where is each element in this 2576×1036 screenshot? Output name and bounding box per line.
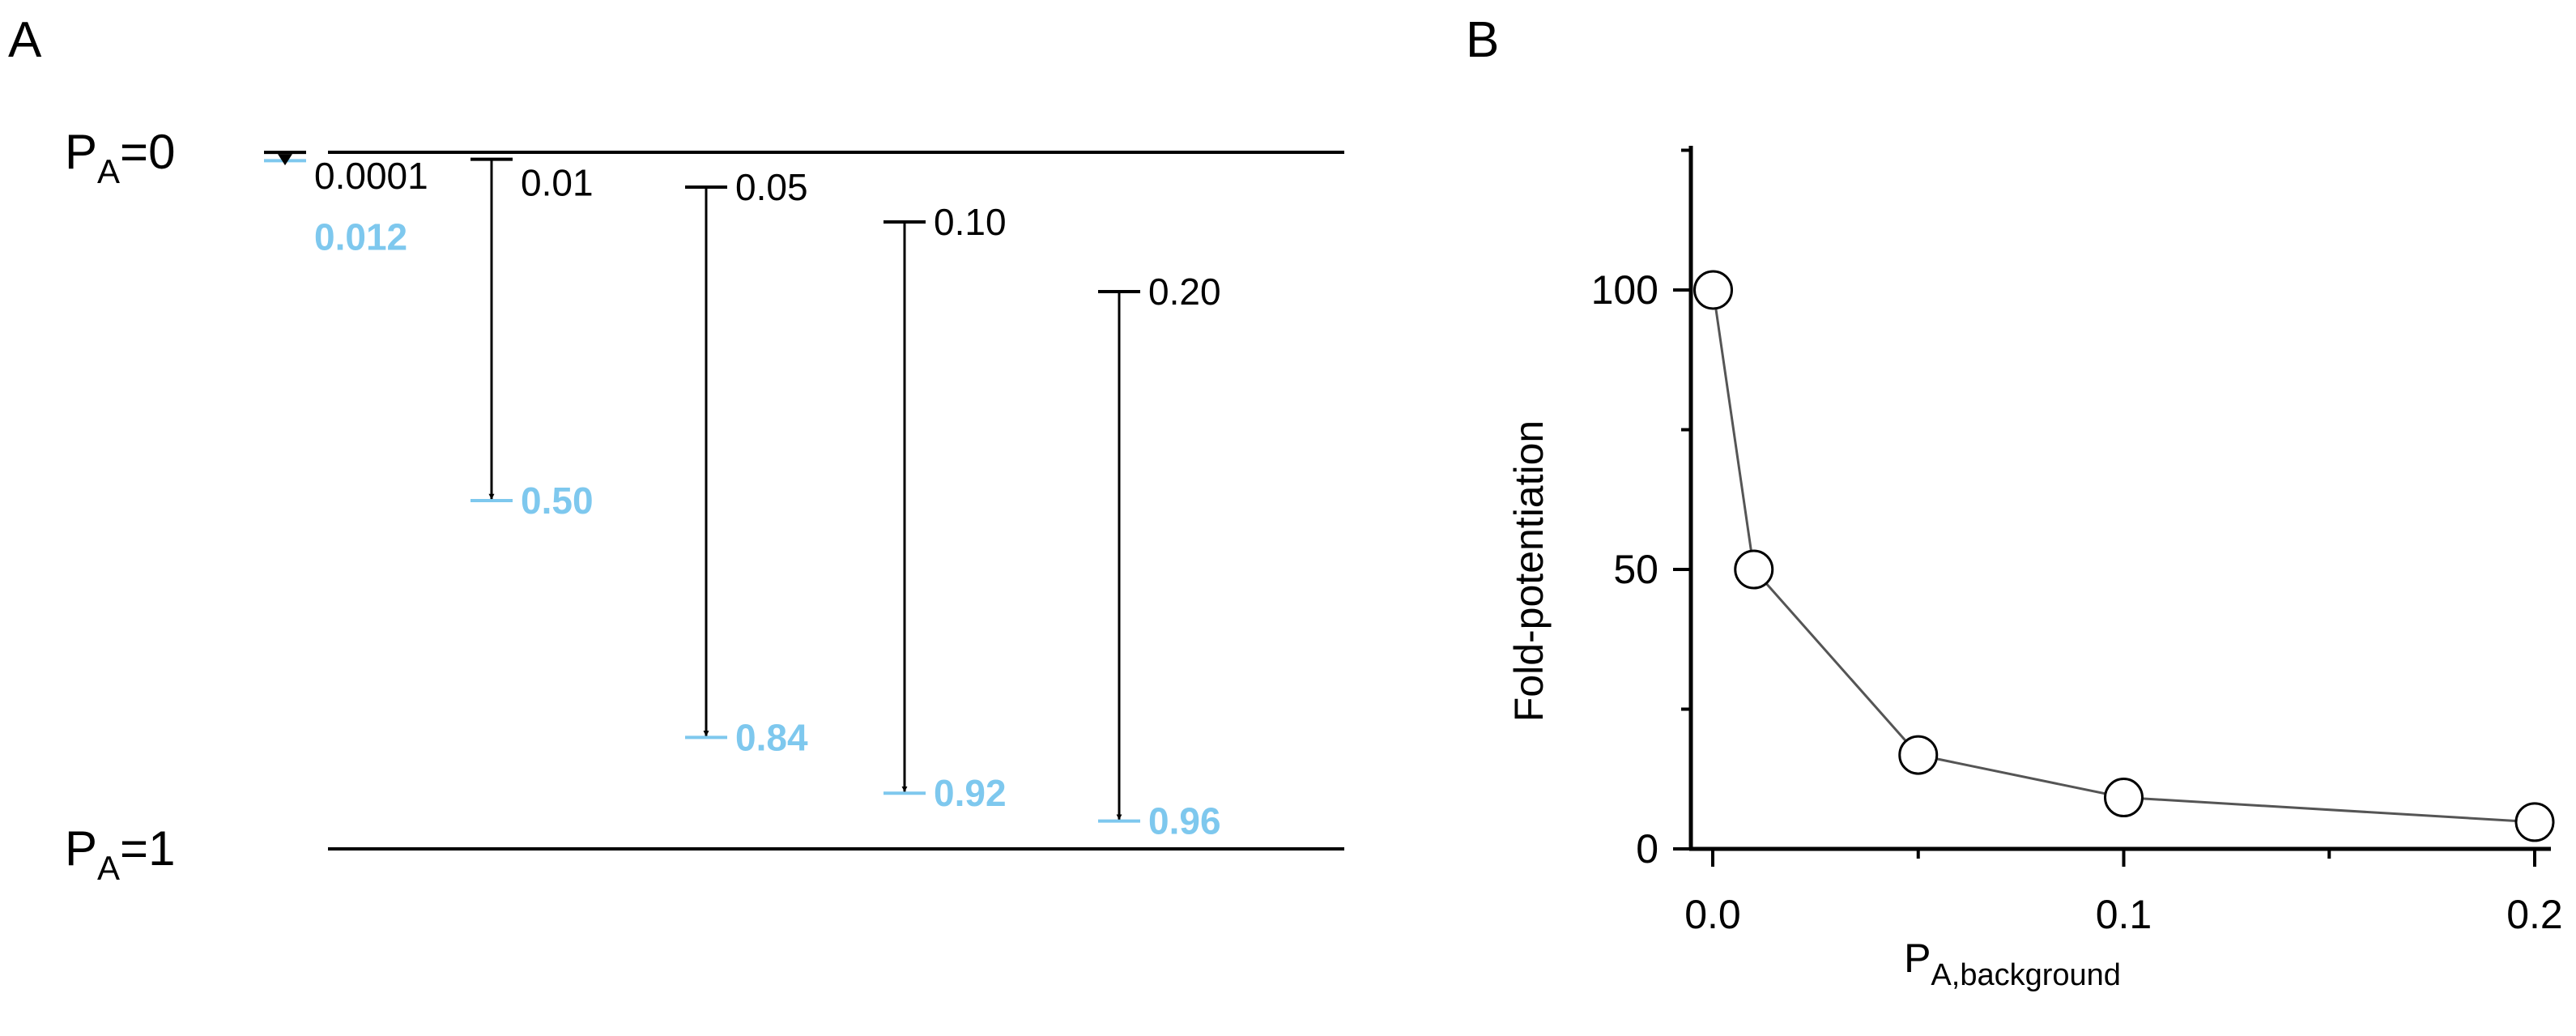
x-tick-label: 0.2: [2506, 892, 2563, 937]
data-point: [2104, 778, 2144, 818]
background-value-label: 0.20: [1148, 271, 1221, 313]
data-point: [1734, 549, 1774, 590]
x-tick-label: 0.1: [2096, 892, 2152, 937]
data-point: [2514, 802, 2555, 842]
x-tick-label: 0.0: [1684, 892, 1741, 937]
response-value-label: 0.012: [314, 215, 407, 258]
y-tick-label: 50: [1613, 547, 1658, 592]
data-point: [1693, 270, 1734, 310]
transitions: 0.00010.0120.010.500.050.840.100.920.200…: [264, 151, 1221, 842]
panel-a-label: A: [8, 12, 42, 68]
bottom-bound-label: PA=1: [65, 821, 175, 887]
transition: 0.0001 0.012: [264, 151, 428, 258]
panel-b-label: B: [1466, 12, 1499, 68]
y-axis-title: Fold-potentiation: [1506, 420, 1552, 722]
panel-b: B 0 50 100 0.0 0.1 0.2 Fold-potentiation PA,b…: [1466, 12, 2563, 992]
data-points: [1693, 270, 2555, 842]
y-tick-label: 0: [1636, 826, 1658, 872]
background-value-label: 0.0001: [314, 155, 428, 197]
transition-arrow: [278, 154, 292, 166]
transition: 0.01 0.50: [470, 157, 594, 522]
y-tick-label: 100: [1591, 267, 1658, 313]
data-point: [1898, 735, 1939, 775]
response-value-label: 0.84: [735, 716, 808, 758]
response-value-label: 0.50: [521, 480, 594, 522]
background-value-label: 0.10: [934, 201, 1007, 243]
background-value-label: 0.05: [735, 166, 808, 208]
response-value-label: 0.92: [934, 772, 1007, 814]
x-axis-title: PA,background: [1904, 936, 2121, 992]
panel-a: A PA=0 PA=1 0.00010.0120.010.500.050.840…: [8, 12, 1344, 887]
transition: 0.20 0.96: [1098, 271, 1221, 842]
transition: 0.05 0.84: [685, 166, 808, 758]
background-value-label: 0.01: [521, 162, 594, 204]
axis-ticks: 0 50 100 0.0 0.1 0.2: [1591, 148, 2563, 937]
transition: 0.10 0.92: [884, 201, 1007, 814]
top-bound-label: PA=0: [65, 125, 175, 190]
series-line: [1712, 289, 2536, 824]
response-value-label: 0.96: [1148, 800, 1221, 842]
